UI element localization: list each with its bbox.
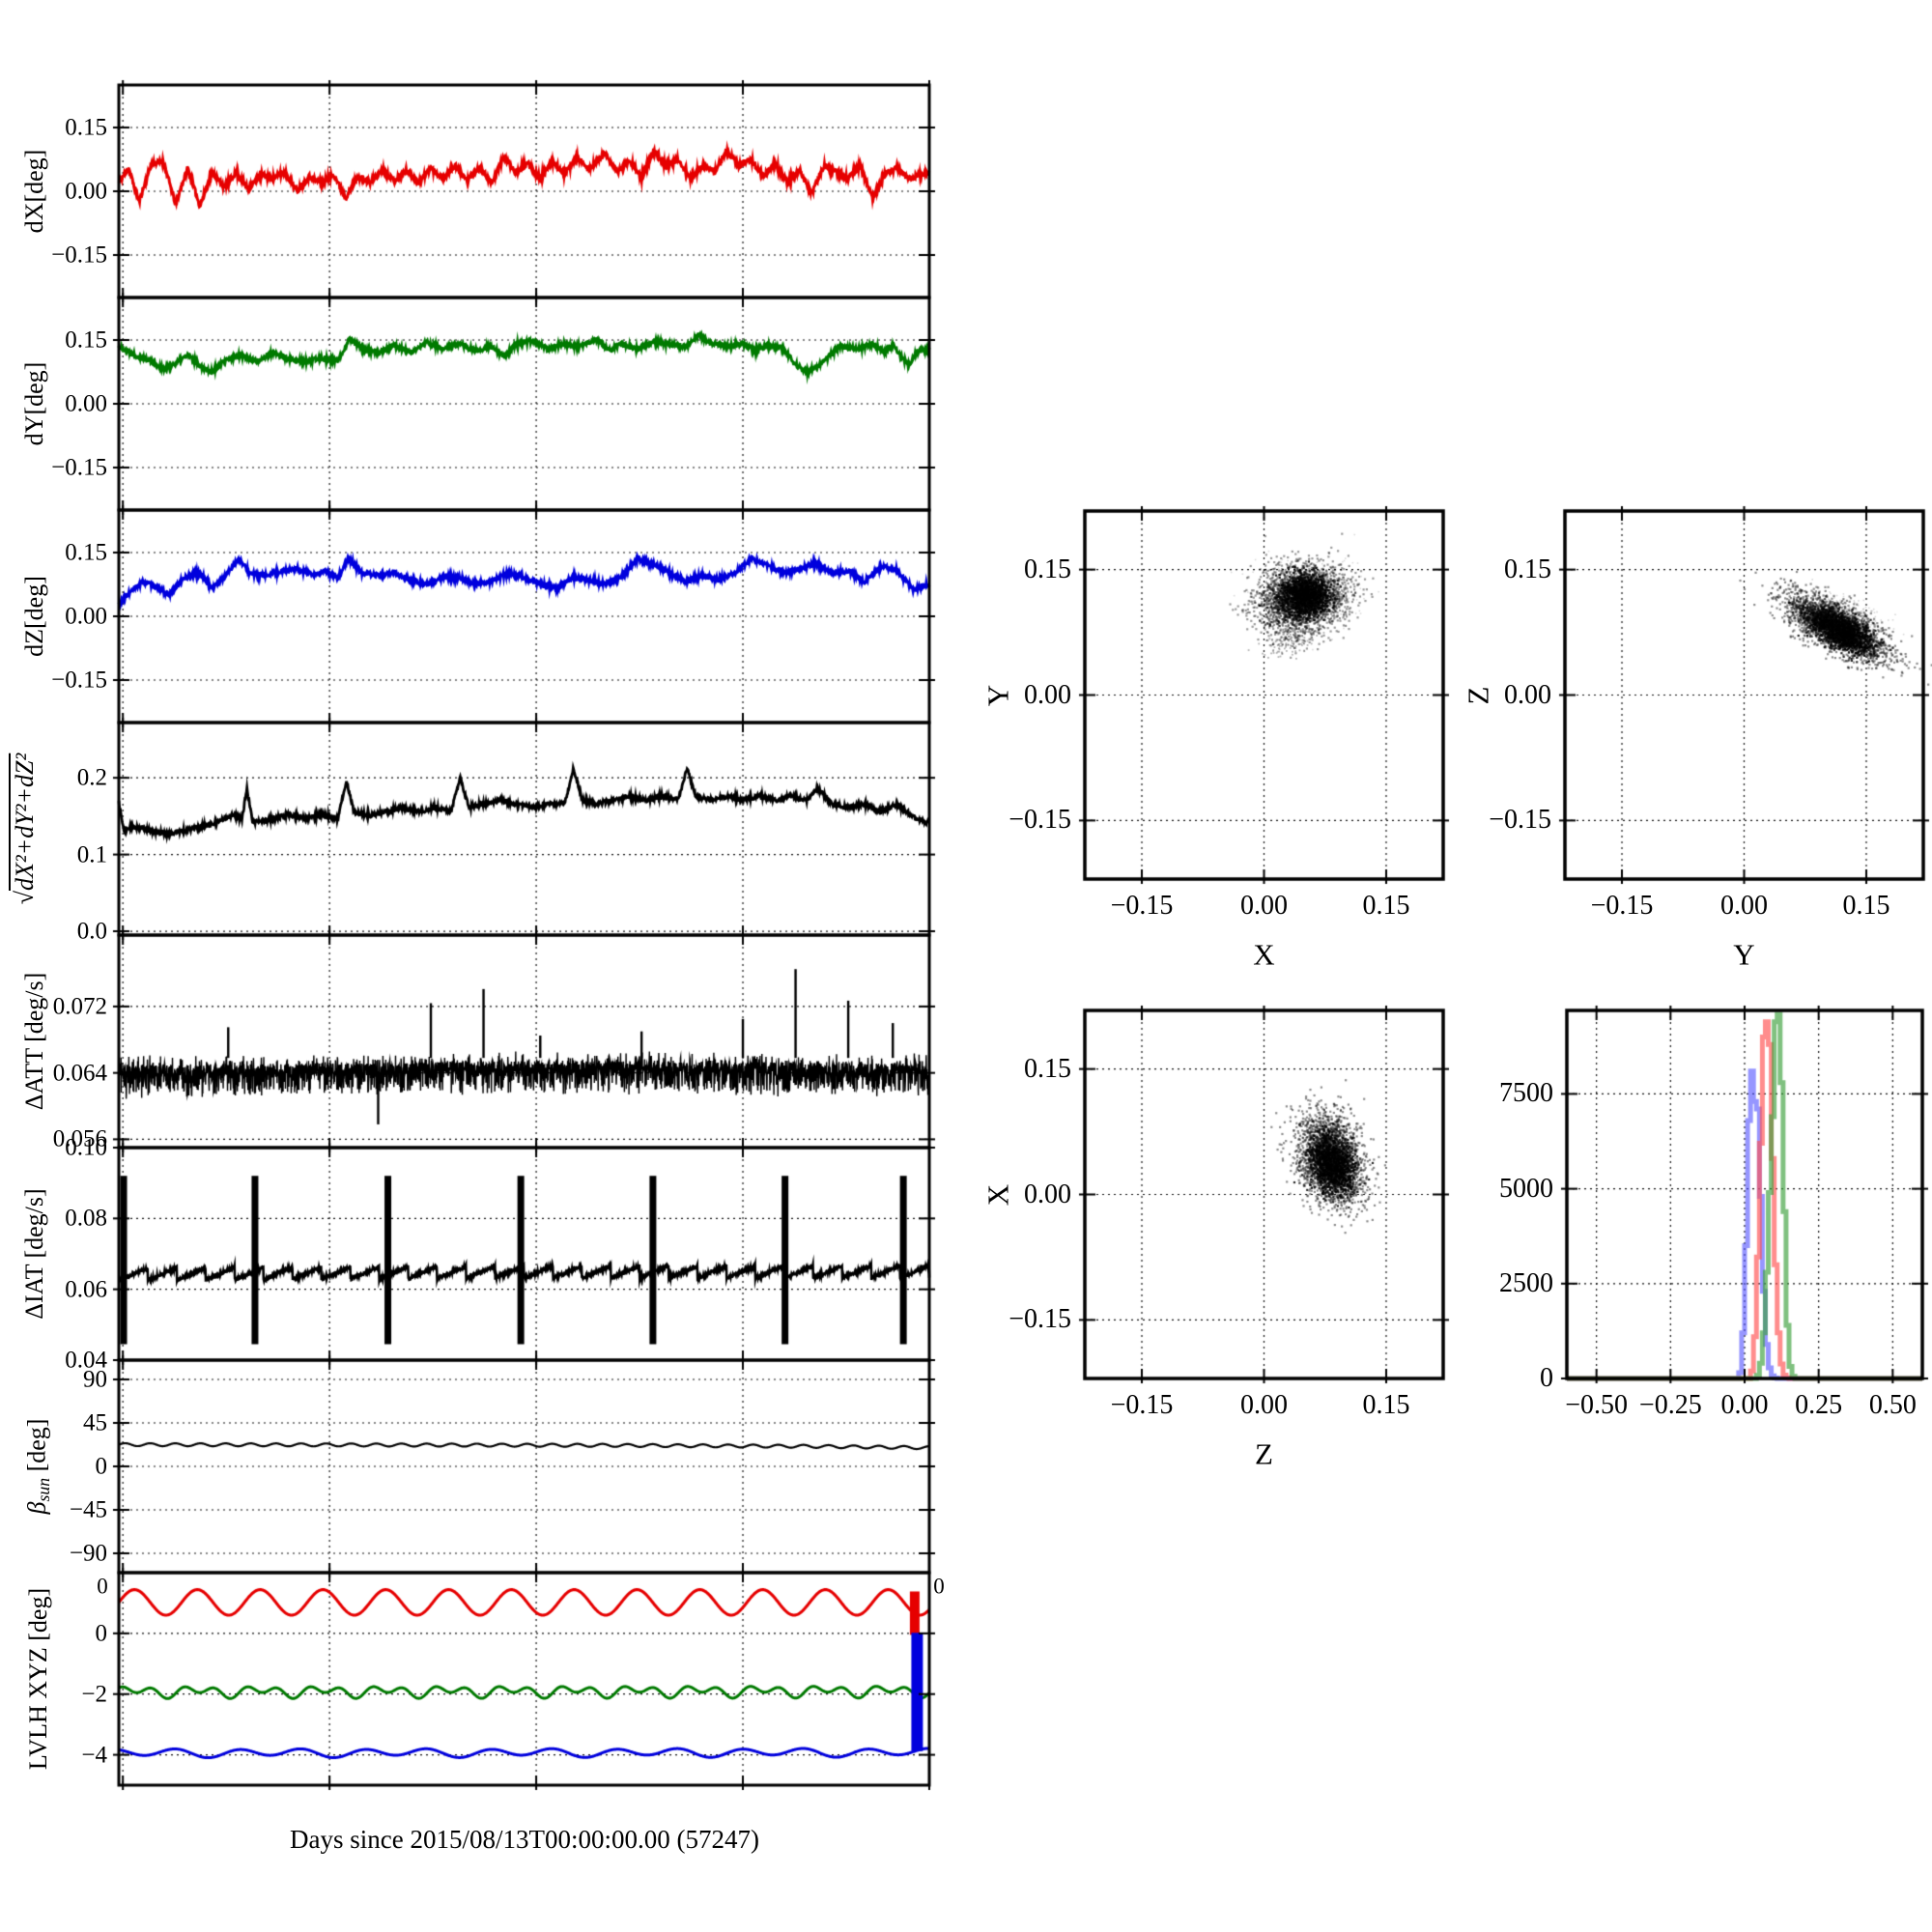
y-tick-label-histogram: 0 — [1540, 1363, 1553, 1393]
y-tick-label-diat: 0.10 — [65, 1134, 107, 1161]
y-tick-label-lvlh-xyz: −2 — [81, 1681, 107, 1708]
y-tick-label-dZ: 0.15 — [65, 539, 107, 566]
y-tick-label-lvlh-xyz: −4 — [81, 1742, 107, 1769]
y-tick-label-histogram: 7500 — [1499, 1078, 1553, 1109]
stray-zero-label: 0 — [933, 1574, 945, 1599]
y-tick-label-rss: 0.1 — [76, 841, 107, 868]
x-tick-label-z-vs-y: 0.00 — [1720, 891, 1768, 921]
y-tick-label-histogram: 2500 — [1499, 1267, 1553, 1298]
x-tick-label-z-vs-y: −0.15 — [1590, 891, 1654, 921]
x-tick-label-y-vs-x: 0.00 — [1240, 891, 1288, 921]
y-tick-label-dY: −0.15 — [51, 454, 107, 481]
y-tick-label-diat: 0.06 — [65, 1276, 107, 1303]
y-axis-label-rss: √dX²+dY²+dZ² — [11, 753, 39, 905]
y-tick-label-diat: 0.08 — [65, 1205, 107, 1232]
y-tick-label-z-vs-y: −0.15 — [1489, 805, 1551, 836]
y-tick-label-beta-sun: 45 — [83, 1409, 107, 1436]
y-tick-label-beta-sun: 90 — [83, 1366, 107, 1393]
y-tick-label-z-vs-y: 0.15 — [1504, 554, 1551, 584]
y-tick-label-y-vs-x: 0.00 — [1024, 679, 1071, 710]
x-tick-label-histogram: −0.25 — [1638, 1390, 1702, 1420]
y-tick-label-x-vs-z: 0.00 — [1024, 1179, 1071, 1209]
y-tick-label-x-vs-z: −0.15 — [1009, 1304, 1071, 1335]
x-tick-label-z-vs-y: 0.15 — [1842, 891, 1890, 921]
y-axis-title-y-vs-x: Y — [980, 684, 1015, 706]
y-tick-label-z-vs-y: 0.00 — [1504, 679, 1551, 710]
x-tick-label-x-vs-z: 0.15 — [1362, 1390, 1410, 1420]
y-tick-label-beta-sun: 0 — [95, 1453, 108, 1480]
y-tick-label-dY: 0.00 — [65, 390, 107, 417]
y-axis-label-lvlh-xyz: LVLH XYZ [deg] — [24, 1587, 52, 1771]
y-tick-label-x-vs-z: 0.15 — [1024, 1053, 1071, 1084]
y-axis-title-x-vs-z: X — [980, 1183, 1015, 1206]
y-tick-label-rss: 0.0 — [76, 918, 107, 945]
y-tick-label-datt: 0.072 — [52, 993, 107, 1020]
y-tick-label-datt: 0.056 — [52, 1125, 107, 1152]
y-tick-label-dZ: 0.00 — [65, 603, 107, 630]
y-tick-label-dX: −0.15 — [51, 242, 107, 269]
x-tick-label-histogram: −0.50 — [1565, 1390, 1629, 1420]
y-tick-label-dX: 0.15 — [65, 114, 107, 141]
stray-zero-label: 0 — [97, 1574, 108, 1599]
y-axis-label-diat: ΔIAT [deg/s] — [20, 1188, 48, 1320]
y-tick-label-histogram: 5000 — [1499, 1173, 1553, 1204]
x-tick-label-x-vs-z: −0.15 — [1110, 1390, 1174, 1420]
y-tick-label-y-vs-x: 0.15 — [1024, 554, 1071, 584]
y-tick-label-dY: 0.15 — [65, 327, 107, 354]
y-tick-label-lvlh-xyz: 0 — [95, 1620, 108, 1647]
y-tick-label-diat: 0.04 — [65, 1347, 107, 1374]
x-tick-label-x-vs-z: 0.00 — [1240, 1390, 1288, 1420]
y-axis-label-dX: dX[deg] — [20, 149, 48, 234]
x-tick-label-y-vs-x: −0.15 — [1110, 891, 1174, 921]
y-axis-label-datt: ΔATT [deg/s] — [20, 972, 48, 1111]
y-axis-label-dY: dY[deg] — [20, 361, 48, 446]
y-axis-label-beta-sun: βsun [deg] — [22, 1418, 53, 1515]
x-tick-label-y-vs-x: 0.15 — [1362, 891, 1410, 921]
y-tick-label-dX: 0.00 — [65, 178, 107, 205]
x-axis-title-y-vs-x: X — [1253, 937, 1275, 972]
y-tick-label-rss: 0.2 — [76, 764, 107, 791]
x-axis-title-x-vs-z: Z — [1255, 1436, 1273, 1471]
x-axis-title-z-vs-y: Y — [1733, 937, 1755, 972]
y-tick-label-beta-sun: −45 — [69, 1496, 107, 1523]
y-axis-label-dZ: dZ[deg] — [20, 576, 48, 657]
x-tick-label-histogram: 0.25 — [1795, 1390, 1843, 1420]
y-tick-label-y-vs-x: −0.15 — [1009, 805, 1071, 836]
y-tick-label-dZ: −0.15 — [51, 667, 107, 694]
x-tick-label-histogram: 0.50 — [1868, 1390, 1917, 1420]
y-axis-title-z-vs-y: Z — [1461, 686, 1495, 704]
x-tick-label-histogram: 0.00 — [1720, 1390, 1769, 1420]
x-axis-label: Days since 2015/08/13T00:00:00.00 (57247… — [290, 1825, 759, 1854]
y-tick-label-beta-sun: −90 — [69, 1540, 107, 1567]
y-tick-label-datt: 0.064 — [52, 1060, 107, 1087]
